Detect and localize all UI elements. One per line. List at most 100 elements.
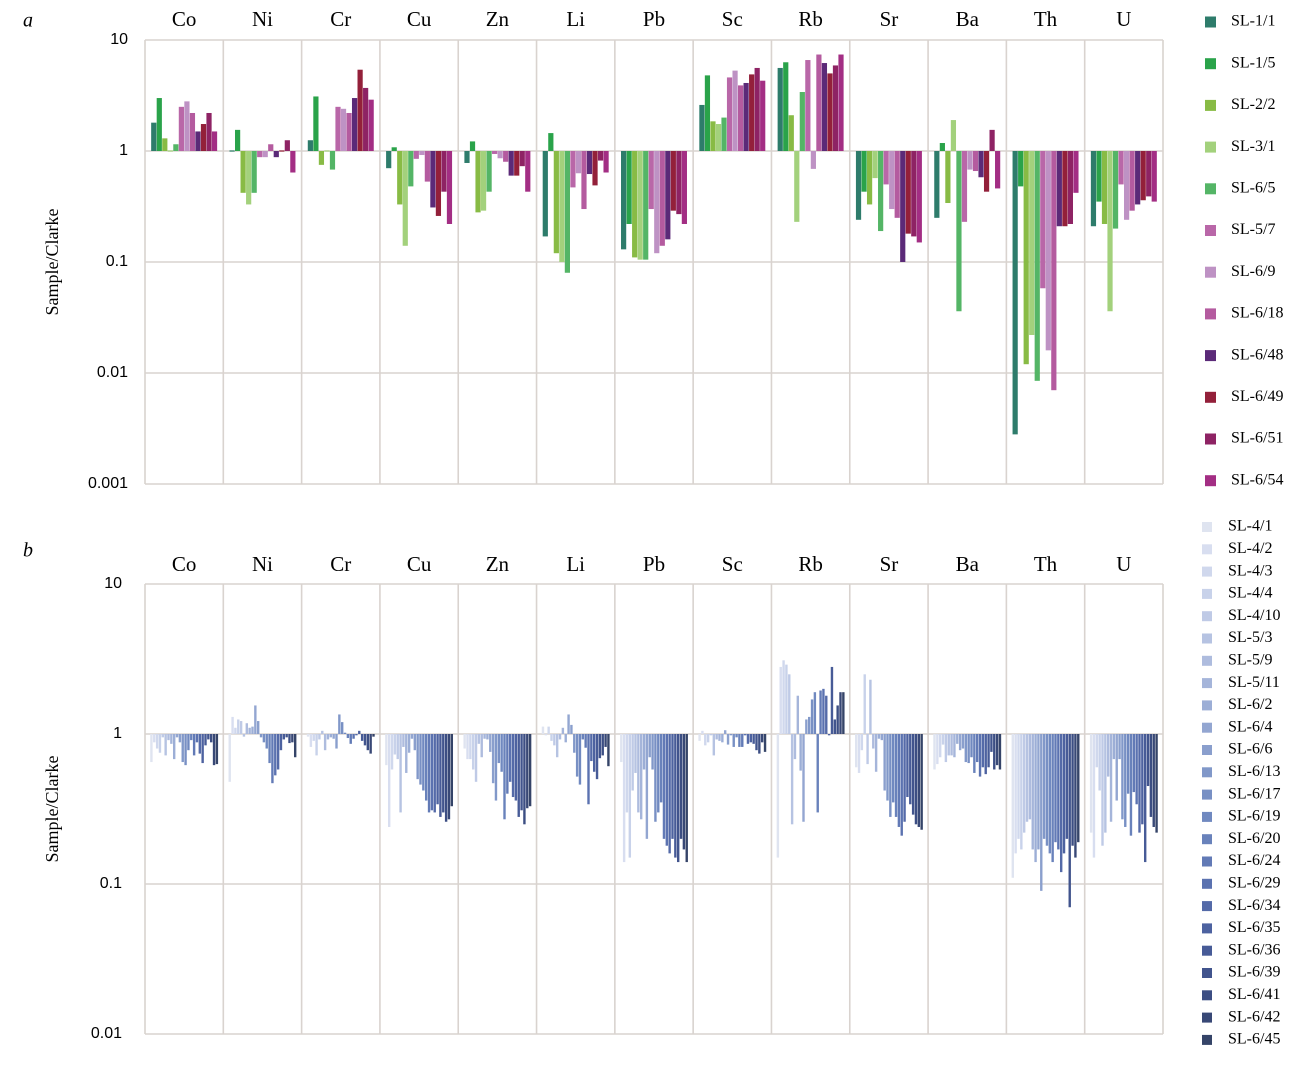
bar [346,734,350,739]
bar [195,131,201,151]
bar [528,734,532,807]
bar [523,734,526,825]
bar [397,151,403,205]
bar [567,714,570,734]
bar [155,734,159,749]
bar [625,734,629,813]
bar [950,120,957,151]
bar [257,151,263,158]
bar [989,129,995,151]
legend-label: SL-6/36 [1228,941,1280,958]
bar [665,151,671,240]
bar [366,734,370,751]
category-label: Li [566,7,585,31]
bar [855,151,862,220]
bar [785,664,788,734]
bar [961,734,965,749]
bar [486,151,492,192]
bar [758,734,761,754]
bar [743,734,747,736]
bar [402,151,408,246]
bar [306,734,310,737]
legend-swatch [1202,945,1212,956]
bar [173,144,179,151]
bar [1045,151,1051,351]
bar [561,727,565,734]
bar [329,151,336,170]
legend-label: SL-4/2 [1228,540,1272,557]
bar [651,734,654,770]
bar [570,724,573,734]
bar [396,734,399,760]
bar [595,734,599,780]
bar [819,690,822,734]
bar [1135,151,1141,205]
bar [738,734,741,747]
bar [276,734,280,770]
legend-swatch [1202,856,1212,867]
bar [1096,151,1102,202]
bar [905,151,911,234]
legend-swatch [1202,745,1212,755]
bar [933,734,936,770]
bar [735,734,738,738]
bar [900,734,903,836]
bar [866,151,873,205]
bar [718,734,721,741]
bar [993,734,996,770]
bar [387,734,391,827]
category-label: Co [172,7,197,31]
bar [399,734,402,813]
bar [553,151,559,254]
bar [466,734,469,760]
bar [956,151,962,312]
bar [1090,151,1097,227]
category-label: Sr [880,7,899,31]
legend-label: SL-6/34 [1228,897,1280,914]
bar [810,151,816,169]
legend-label: SL-6/48 [1231,346,1283,363]
legend-swatch [1205,16,1216,28]
bar [1129,151,1135,211]
bar [964,734,968,763]
bar [215,734,219,765]
category-label: Cu [407,552,432,576]
legend-swatch [1205,308,1216,320]
bar [679,734,683,839]
bar [548,133,554,151]
bar [760,734,764,743]
bar [184,101,190,151]
y-tick-label: 1 [113,725,122,742]
legend-swatch [1202,990,1212,1001]
bar [424,734,428,801]
bar [346,112,352,151]
legend-label: SL-6/2 [1228,696,1272,713]
bar [967,151,973,170]
bar [662,734,666,839]
bar [555,734,559,758]
bar [676,734,680,863]
legend-label: SL-4/4 [1228,585,1272,602]
bar [503,734,506,820]
y-tick-label: 0.01 [91,1025,122,1042]
bar [861,151,867,192]
bar [190,734,193,741]
legend-swatch [1205,225,1216,236]
bar [723,730,727,734]
bar [1132,734,1136,793]
bar [1092,734,1096,858]
bar [906,734,909,798]
bar [547,726,550,734]
legend-label: SL-6/39 [1228,964,1280,981]
category-label: Sr [880,552,899,576]
bar [351,98,358,151]
bar [497,151,503,159]
bar [1140,151,1146,201]
bar [810,699,814,734]
bar [231,716,234,734]
bar [363,87,369,151]
bar [752,734,755,744]
legend-swatch [1205,391,1216,403]
bar [1107,151,1113,312]
bar [360,734,364,741]
